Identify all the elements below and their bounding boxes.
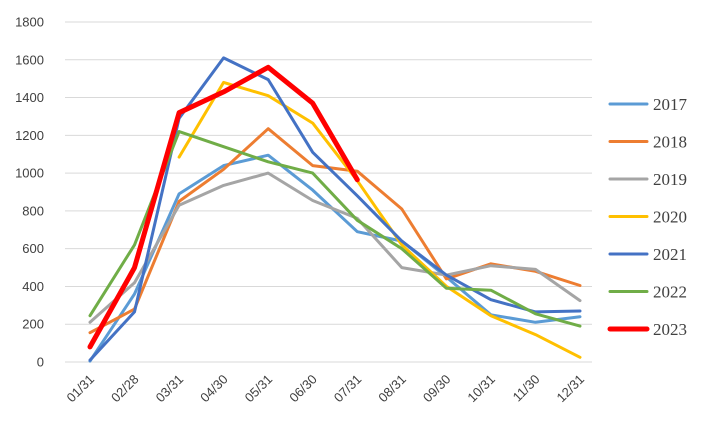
x-tick-label: 09/30 — [420, 372, 454, 406]
legend-label: 2017 — [653, 95, 688, 114]
legend-label: 2020 — [653, 208, 687, 227]
series-2023 — [87, 64, 360, 350]
x-tick-label: 03/31 — [153, 372, 187, 406]
y-tick-label: 1800 — [15, 15, 44, 30]
y-tick-label: 600 — [22, 241, 44, 256]
legend-label: 2018 — [653, 133, 687, 152]
legend-item-2023: 2023 — [607, 320, 687, 339]
x-tick-label: 04/30 — [197, 372, 231, 406]
legend: 2017 2018 2019 2020 2021 2022 2023 — [607, 95, 688, 339]
legend-item-2019: 2019 — [608, 170, 687, 189]
series-2019 — [88, 171, 582, 324]
y-tick-label: 1400 — [15, 90, 44, 105]
legend-item-2022: 2022 — [608, 283, 687, 302]
y-tick-label: 1200 — [15, 128, 44, 143]
series-line-2020 — [177, 80, 582, 359]
legend-item-2020: 2020 — [608, 208, 687, 227]
series-line-2022 — [88, 130, 582, 328]
y-tick-label: 1600 — [15, 52, 44, 67]
legend-label: 2022 — [653, 283, 687, 302]
legend-label: 2023 — [653, 320, 687, 339]
legend-item-2017: 2017 — [608, 95, 688, 114]
series-line-2019 — [88, 171, 582, 324]
x-tick-label: 11/30 — [510, 372, 543, 405]
x-tick-label: 08/31 — [375, 372, 409, 406]
x-tick-label: 01/31 — [64, 372, 98, 406]
y-tick-label: 400 — [22, 279, 44, 294]
x-tick-label: 06/30 — [286, 372, 320, 406]
x-tick-label: 12/31 — [554, 372, 588, 406]
x-tick-label: 05/31 — [242, 372, 276, 406]
x-axis: 01/31 02/28 03/31 04/30 05/31 06/30 07/31 08/31… — [64, 372, 588, 406]
y-tick-label: 200 — [22, 317, 44, 332]
series-line-2023 — [87, 64, 360, 350]
y-tick-label: 0 — [37, 355, 44, 370]
series-lines — [87, 56, 582, 363]
legend-item-2018: 2018 — [608, 133, 687, 152]
legend-label: 2021 — [653, 245, 687, 264]
x-tick-label: 10/31 — [464, 372, 498, 406]
y-tick-label: 1000 — [15, 166, 44, 181]
y-tick-label: 800 — [22, 203, 44, 218]
legend-item-2021: 2021 — [608, 245, 687, 264]
x-tick-label: 07/31 — [331, 372, 365, 406]
series-2022 — [88, 130, 582, 328]
y-axis: 0 200 400 600 800 1000 1200 1400 1600 1800 — [15, 15, 44, 370]
x-tick-label: 02/28 — [108, 372, 142, 406]
legend-label: 2019 — [653, 170, 687, 189]
